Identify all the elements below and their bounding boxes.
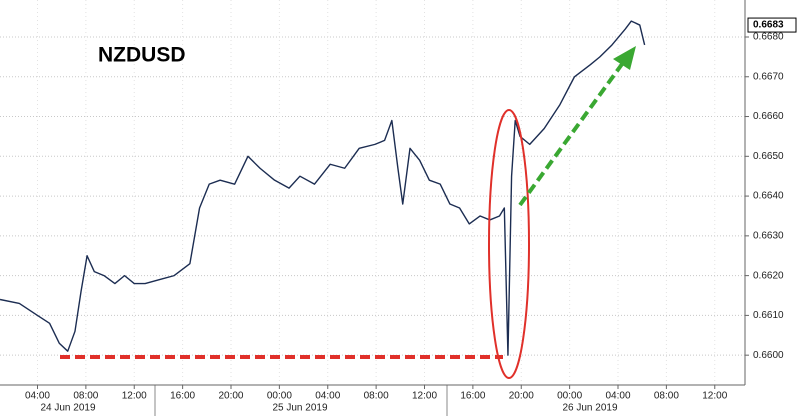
x-tick-label: 16:00	[170, 391, 195, 402]
y-tick-label: 0.6670	[753, 71, 784, 82]
x-tick-label: 20:00	[509, 391, 534, 402]
x-tick-label: 12:00	[122, 391, 147, 402]
x-tick-label: 20:00	[218, 391, 243, 402]
y-tick-label: 0.6660	[753, 111, 784, 122]
x-tick-label: 08:00	[654, 391, 679, 402]
y-tick-label: 0.6620	[753, 270, 784, 281]
date-label: 25 Jun 2019	[272, 403, 327, 414]
y-tick-label: 0.6630	[753, 230, 784, 241]
y-tick-label: 0.6610	[753, 310, 784, 321]
x-tick-label: 00:00	[557, 391, 582, 402]
last-price-box	[747, 17, 797, 33]
grid	[0, 0, 745, 385]
x-tick-label: 08:00	[73, 391, 98, 402]
x-tick-label: 12:00	[412, 391, 437, 402]
trend-arrowhead	[613, 46, 636, 70]
x-tick-label: 12:00	[702, 391, 727, 402]
x-tick-label: 04:00	[315, 391, 340, 402]
x-tick-label: 00:00	[267, 391, 292, 402]
chart-title: NZDUSD	[98, 44, 186, 67]
price-line	[0, 20, 646, 356]
y-tick-label: 0.6680	[753, 32, 784, 43]
date-label: 26 Jun 2019	[562, 403, 617, 414]
x-tick-label: 04:00	[605, 391, 630, 402]
x-tick-label: 16:00	[460, 391, 485, 402]
y-tick-label: 0.6600	[753, 350, 784, 361]
y-tick-label: 0.6640	[753, 191, 784, 202]
x-tick-label: 08:00	[364, 391, 389, 402]
x-tick-label: 04:00	[25, 391, 50, 402]
date-label: 24 Jun 2019	[40, 403, 95, 414]
y-tick-label: 0.6650	[753, 151, 784, 162]
last-price-label: 0.6683	[753, 20, 784, 31]
plot	[0, 20, 646, 356]
highlight-ellipse	[488, 109, 530, 379]
